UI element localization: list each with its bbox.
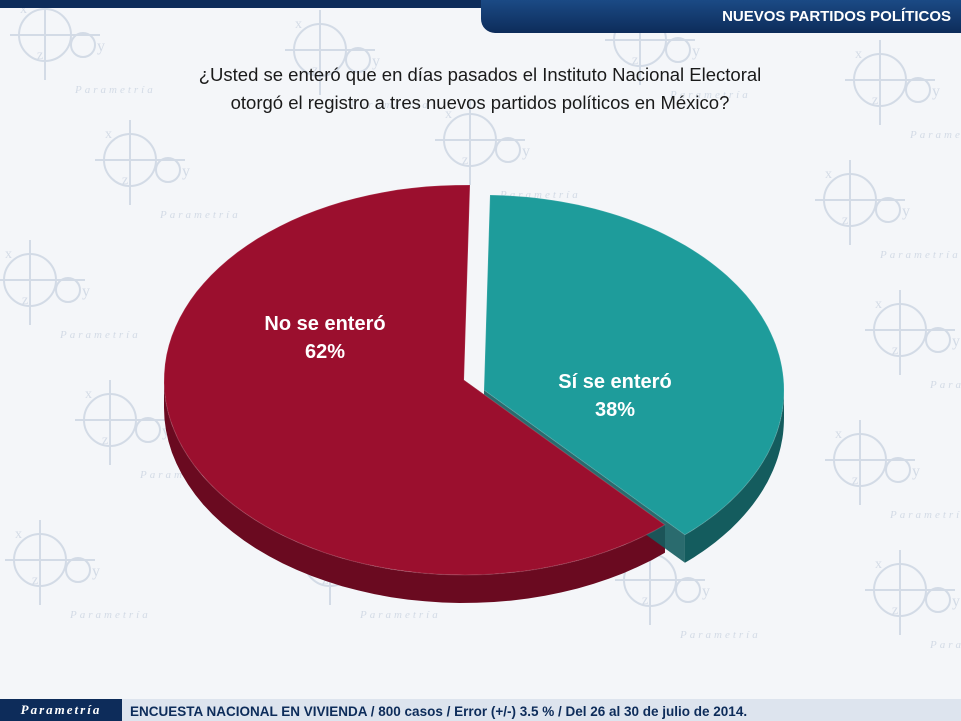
watermark-letter: z: [892, 603, 898, 618]
watermark-letter: z: [852, 473, 858, 488]
watermark-letter: y: [372, 53, 380, 70]
watermark-letter: x: [875, 557, 882, 572]
watermark-letter: x: [445, 107, 452, 122]
watermark-tile: x y z Parametría: [285, 10, 431, 111]
watermark-letter: y: [902, 203, 910, 220]
watermark-letter: z: [37, 48, 43, 63]
watermark-letter: x: [20, 2, 27, 17]
parametria-logo: Parametría: [0, 699, 122, 721]
watermark-tile: x y z Parametría: [10, 0, 156, 96]
watermark-text: Parametría: [679, 629, 761, 641]
watermark-text: Parametría: [909, 129, 961, 141]
watermark-letter: z: [22, 293, 28, 308]
watermark-letter: y: [522, 143, 530, 160]
survey-info: ENCUESTA NACIONAL EN VIVIENDA / 800 caso…: [130, 704, 748, 719]
watermark-letter: y: [912, 463, 920, 480]
watermark-letter: z: [102, 433, 108, 448]
top-bar: [0, 0, 961, 8]
watermark-text: Parametría: [69, 609, 151, 621]
watermark-letter: x: [855, 47, 862, 62]
slice-label-1: No se enteró: [264, 313, 385, 335]
watermark-tile: x y z Parametría: [95, 120, 241, 221]
watermark-letter: z: [872, 93, 878, 108]
watermark-letter: x: [875, 297, 882, 312]
watermark-text: Parametría: [159, 209, 241, 221]
watermark-letter: y: [952, 593, 960, 610]
watermark-tile: x y z Parametría: [825, 420, 961, 521]
watermark-text: Parametría: [349, 99, 431, 111]
question-line-1: ¿Usted se enteró que en días pasados el …: [198, 64, 762, 85]
watermark-text: Parametría: [929, 379, 961, 391]
question-line-2: otorgó el registro a tres nuevos partido…: [230, 92, 730, 113]
watermark-tile: x y z Parametría: [845, 40, 961, 141]
watermark-letter: y: [692, 43, 700, 60]
pie-slice-2: [483, 194, 785, 536]
survey-question: ¿Usted se enteró que en días pasados el …: [130, 61, 830, 117]
watermark-tile: x y z Parametría: [815, 160, 961, 261]
watermark-letter: y: [182, 163, 190, 180]
watermark-text: Parametría: [74, 84, 156, 96]
watermark-letter: x: [105, 127, 112, 142]
watermark-tile: x y z Parametría: [0, 240, 141, 341]
section-title: NUEVOS PARTIDOS POLÍTICOS: [481, 0, 961, 33]
watermark-letter: z: [32, 573, 38, 588]
watermark-letter: z: [842, 213, 848, 228]
watermark-letter: y: [952, 333, 960, 350]
slice-label-2: Sí se enteró: [558, 371, 671, 393]
watermark-letter: z: [892, 343, 898, 358]
watermark-text: Parametría: [359, 609, 441, 621]
watermark-letter: y: [97, 38, 105, 55]
watermark-letter: x: [85, 387, 92, 402]
watermark-letter: y: [82, 283, 90, 300]
watermark-tile: x y z Parametría: [865, 550, 961, 651]
watermark-letter: y: [932, 83, 940, 100]
slice-value-1: 62%: [305, 341, 345, 363]
watermark-letter: x: [5, 247, 12, 262]
watermark-letter: y: [702, 583, 710, 600]
watermark-text: Parametría: [889, 509, 961, 521]
watermark-letter: x: [295, 17, 302, 32]
slice-value-2: 38%: [595, 399, 635, 421]
watermark-text: Parametría: [929, 639, 961, 651]
watermark-letter: y: [162, 423, 170, 440]
watermark-letter: z: [632, 53, 638, 68]
watermark-letter: z: [312, 63, 318, 78]
watermark-letter: x: [15, 527, 22, 542]
watermark-text: Parametría: [879, 249, 961, 261]
watermark-letter: z: [462, 153, 468, 168]
watermark-letter: z: [642, 593, 648, 608]
watermark-text: Parametría: [59, 329, 141, 341]
watermark-letter: x: [825, 167, 832, 182]
pie-slice-1: [163, 184, 666, 576]
watermark-letter: z: [122, 173, 128, 188]
watermark-text: Parametría: [669, 89, 751, 101]
watermark-letter: x: [835, 427, 842, 442]
watermark-letter: y: [92, 563, 100, 580]
watermark-tile: x y z Parametría: [5, 520, 151, 621]
watermark-tile: x y z Parametría: [865, 290, 961, 391]
footer-bar: [0, 699, 961, 721]
